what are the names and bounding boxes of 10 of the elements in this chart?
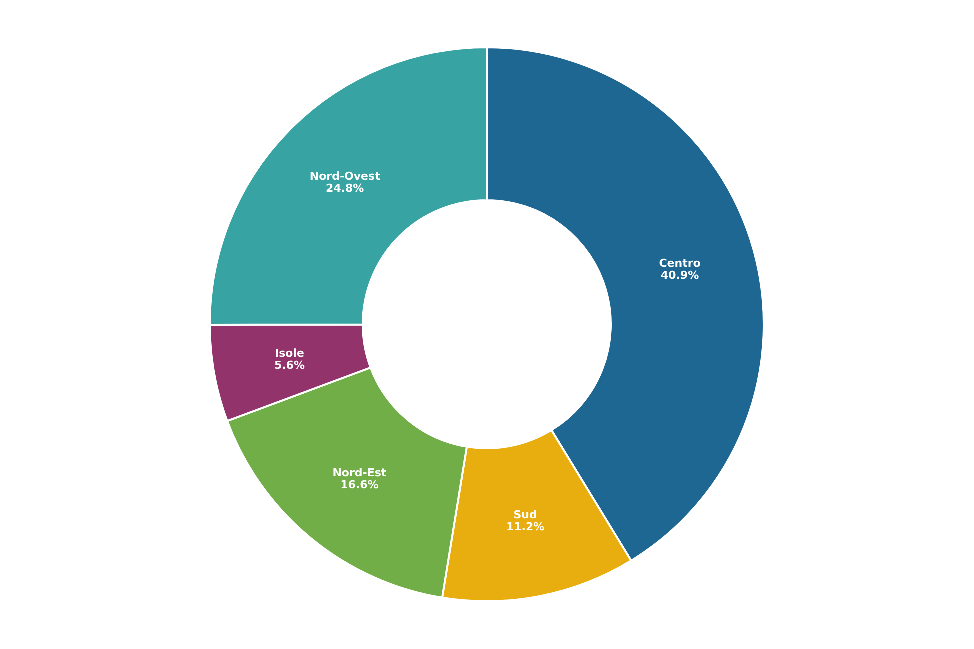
slice-label: Nord-Ovest: [310, 170, 380, 183]
data-label: 16.6%: [340, 478, 379, 492]
data-label: 5.6%: [274, 359, 305, 372]
data-label: 40.9%: [660, 269, 700, 282]
data-label: 11.2%: [506, 520, 545, 534]
slice-label: Isole: [274, 347, 304, 360]
slice-label: Nord-Est: [332, 466, 387, 480]
slice-label: Sud: [514, 508, 538, 522]
slice-label: Centro: [659, 257, 702, 270]
data-label: 24.8%: [326, 182, 364, 195]
